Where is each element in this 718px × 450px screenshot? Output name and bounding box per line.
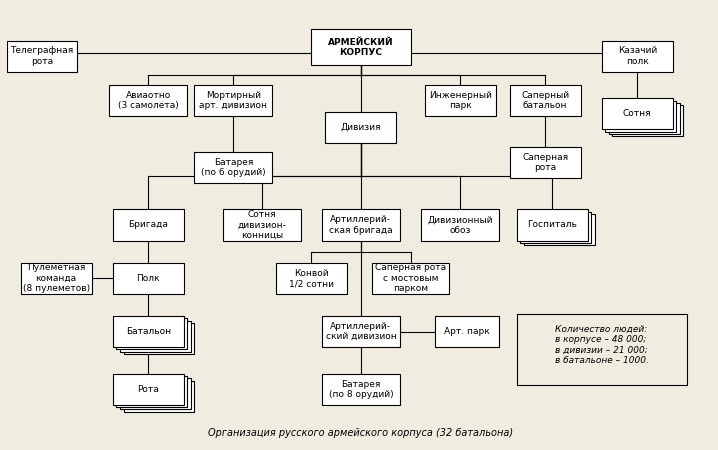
FancyBboxPatch shape bbox=[322, 209, 400, 241]
FancyBboxPatch shape bbox=[517, 209, 587, 241]
Text: Госпиталь: Госпиталь bbox=[527, 220, 577, 230]
FancyBboxPatch shape bbox=[524, 214, 595, 245]
FancyBboxPatch shape bbox=[521, 212, 591, 243]
FancyBboxPatch shape bbox=[322, 316, 400, 347]
FancyBboxPatch shape bbox=[517, 314, 687, 385]
FancyBboxPatch shape bbox=[424, 85, 495, 116]
FancyBboxPatch shape bbox=[21, 263, 92, 294]
Text: Инженерный
парк: Инженерный парк bbox=[429, 91, 492, 110]
Text: Батальон: Батальон bbox=[126, 327, 171, 336]
Text: Батарея
(по 8 орудий): Батарея (по 8 орудий) bbox=[329, 380, 393, 399]
FancyBboxPatch shape bbox=[123, 323, 195, 354]
FancyBboxPatch shape bbox=[113, 316, 184, 347]
FancyBboxPatch shape bbox=[123, 381, 195, 412]
FancyBboxPatch shape bbox=[276, 263, 347, 294]
FancyBboxPatch shape bbox=[195, 152, 272, 183]
Text: Батарея
(по 6 орудий): Батарея (по 6 орудий) bbox=[201, 158, 266, 177]
FancyBboxPatch shape bbox=[325, 112, 396, 143]
FancyBboxPatch shape bbox=[312, 29, 411, 65]
FancyBboxPatch shape bbox=[116, 318, 187, 350]
Text: Саперный
батальон: Саперный батальон bbox=[521, 91, 569, 110]
Text: Пулеметная
команда
(8 пулеметов): Пулеметная команда (8 пулеметов) bbox=[23, 263, 90, 293]
Text: Мортирный
арт. дивизион: Мортирный арт. дивизион bbox=[200, 91, 267, 110]
FancyBboxPatch shape bbox=[6, 40, 78, 72]
FancyBboxPatch shape bbox=[113, 263, 184, 294]
FancyBboxPatch shape bbox=[510, 85, 581, 116]
Text: Артиллерий-
ская бригада: Артиллерий- ская бригада bbox=[329, 215, 393, 235]
Text: Сотня: Сотня bbox=[623, 109, 651, 118]
Text: Артиллерий-
ский дивизион: Артиллерий- ский дивизион bbox=[325, 322, 396, 342]
FancyBboxPatch shape bbox=[120, 378, 191, 410]
FancyBboxPatch shape bbox=[116, 376, 187, 407]
FancyBboxPatch shape bbox=[602, 40, 673, 72]
Text: Саперная
рота: Саперная рота bbox=[522, 153, 568, 172]
FancyBboxPatch shape bbox=[195, 85, 272, 116]
Text: Дивизия: Дивизия bbox=[340, 123, 381, 132]
Text: Сотня
дивизион-
конницы: Сотня дивизион- конницы bbox=[237, 210, 286, 240]
FancyBboxPatch shape bbox=[223, 209, 301, 241]
FancyBboxPatch shape bbox=[421, 209, 499, 241]
Text: Авиаотно
(3 самолета): Авиаотно (3 самолета) bbox=[118, 91, 179, 110]
FancyBboxPatch shape bbox=[612, 105, 684, 136]
FancyBboxPatch shape bbox=[602, 99, 673, 130]
FancyBboxPatch shape bbox=[120, 320, 191, 351]
Text: Арт. парк: Арт. парк bbox=[444, 327, 490, 336]
Text: Телеграфная
рота: Телеграфная рота bbox=[10, 46, 74, 66]
Text: Дивизионный
обоз: Дивизионный обоз bbox=[427, 215, 493, 235]
FancyBboxPatch shape bbox=[510, 147, 581, 178]
FancyBboxPatch shape bbox=[605, 100, 676, 132]
FancyBboxPatch shape bbox=[435, 316, 499, 347]
Text: Казачий
полк: Казачий полк bbox=[617, 46, 657, 66]
Text: Количество людей:
в корпусе – 48 000;
в дивизии – 21 000;
в батальоне – 1000.: Количество людей: в корпусе – 48 000; в … bbox=[555, 325, 649, 365]
Text: Саперная рота
с мостовым
парком: Саперная рота с мостовым парком bbox=[375, 263, 446, 293]
FancyBboxPatch shape bbox=[371, 263, 449, 294]
Text: Рота: Рота bbox=[137, 385, 159, 394]
FancyBboxPatch shape bbox=[322, 374, 400, 405]
FancyBboxPatch shape bbox=[113, 374, 184, 405]
FancyBboxPatch shape bbox=[609, 103, 680, 134]
FancyBboxPatch shape bbox=[109, 85, 187, 116]
Text: Конвой
1/2 сотни: Конвой 1/2 сотни bbox=[289, 269, 334, 288]
Text: Бригада: Бригада bbox=[129, 220, 168, 230]
Text: Организация русского армейского корпуса (32 батальона): Организация русского армейского корпуса … bbox=[208, 428, 513, 438]
FancyBboxPatch shape bbox=[113, 209, 184, 241]
Text: Полк: Полк bbox=[136, 274, 160, 283]
Text: АРМЕЙСКИЙ
КОРПУС: АРМЕЙСКИЙ КОРПУС bbox=[328, 37, 393, 57]
